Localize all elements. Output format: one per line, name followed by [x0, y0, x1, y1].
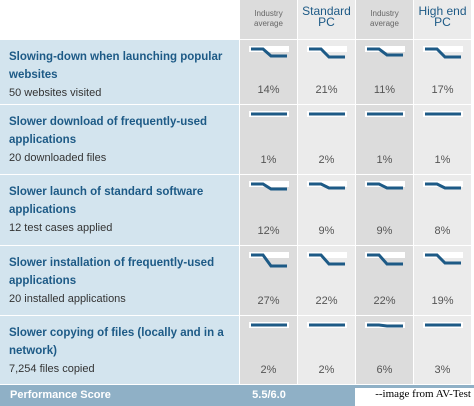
value-cell: 2%: [298, 316, 355, 384]
trend-icon: [364, 252, 405, 266]
value: 21%: [315, 84, 338, 96]
trend-icon: [248, 252, 289, 268]
value-cell: 1%: [240, 105, 297, 174]
value-cell: 2%: [240, 316, 297, 384]
row-subtitle: 12 test cases applied: [9, 222, 113, 234]
value-cell: 19%: [414, 246, 471, 315]
row-label: Slower installation of frequently-used a…: [0, 246, 239, 315]
row-title: Slower installation of frequently-used a…: [9, 257, 215, 287]
value: 22%: [315, 295, 338, 307]
value: 6%: [376, 364, 393, 376]
value: 19%: [431, 295, 454, 307]
score: 5.5/6.0: [252, 389, 286, 401]
value-cell: 27%: [240, 246, 297, 315]
trend-icon: [248, 46, 289, 58]
value-cell: 1%: [356, 105, 413, 174]
row-title: Slower download of frequently-used appli…: [9, 116, 208, 146]
value-cell: 2%: [298, 105, 355, 174]
column-header: Standard PC: [298, 0, 355, 39]
value: 14%: [257, 84, 280, 96]
value: 8%: [434, 225, 451, 237]
value: 11%: [373, 84, 396, 96]
trend-icon: [422, 111, 463, 117]
trend-icon: [422, 181, 463, 190]
value: 3%: [434, 364, 451, 376]
footer-label: Performance Score: [10, 389, 111, 401]
value: 2%: [318, 154, 335, 166]
value: 9%: [376, 225, 393, 237]
value: 2%: [318, 364, 335, 376]
row-label: Slowing-down when launching popular webs…: [0, 40, 239, 104]
trend-icon: [364, 181, 405, 190]
value-cell: 22%: [298, 246, 355, 315]
value: 1%: [434, 154, 451, 166]
value-cell: 14%: [240, 40, 297, 104]
value-cell: 9%: [356, 175, 413, 245]
value-cell: 17%: [414, 40, 471, 104]
value-cell: 8%: [414, 175, 471, 245]
trend-icon: [248, 181, 289, 191]
value-cell: 11%: [356, 40, 413, 104]
value-cell: 1%: [414, 105, 471, 174]
row-subtitle: 7,254 files copied: [9, 363, 95, 375]
trend-icon: [364, 111, 405, 117]
trend-icon: [306, 111, 347, 117]
trend-icon: [422, 252, 463, 265]
value: 22%: [373, 295, 396, 307]
value: 27%: [257, 295, 280, 307]
row-label: Slower copying of files (locally and in …: [0, 316, 239, 384]
value: 1%: [376, 154, 393, 166]
value: 12%: [257, 225, 280, 237]
row-subtitle: 20 installed applications: [9, 293, 126, 305]
row-title: Slower copying of files (locally and in …: [9, 327, 224, 357]
trend-icon: [422, 322, 463, 328]
trend-icon: [306, 46, 347, 59]
value-cell: 3%: [414, 316, 471, 384]
trend-icon: [306, 181, 347, 190]
trend-icon: [306, 322, 347, 328]
value: 1%: [260, 154, 277, 166]
trend-icon: [422, 46, 463, 59]
row-subtitle: 20 downloaded files: [9, 152, 107, 164]
row-subtitle: 50 websites visited: [9, 87, 102, 99]
column-header: Industry average: [240, 0, 297, 39]
value-cell: 6%: [356, 316, 413, 384]
row-title: Slower launch of standard software appli…: [9, 186, 204, 216]
value-cell: 22%: [356, 246, 413, 315]
trend-icon: [248, 322, 289, 328]
value-cell: 9%: [298, 175, 355, 245]
row-label: Slower download of frequently-used appli…: [0, 105, 239, 174]
trend-icon: [364, 322, 405, 328]
trend-icon: [248, 111, 289, 117]
value: 2%: [260, 364, 277, 376]
row-title: Slowing-down when launching popular webs…: [9, 51, 223, 81]
trend-icon: [306, 252, 347, 266]
column-header: High end PC: [414, 0, 471, 39]
column-header: Industry average: [356, 0, 413, 39]
credit: --image from AV-Test: [355, 388, 474, 406]
row-label: Slower launch of standard software appli…: [0, 175, 239, 245]
value: 9%: [318, 225, 335, 237]
value: 17%: [431, 84, 454, 96]
value-cell: 12%: [240, 175, 297, 245]
value-cell: 21%: [298, 40, 355, 104]
trend-icon: [364, 46, 405, 57]
